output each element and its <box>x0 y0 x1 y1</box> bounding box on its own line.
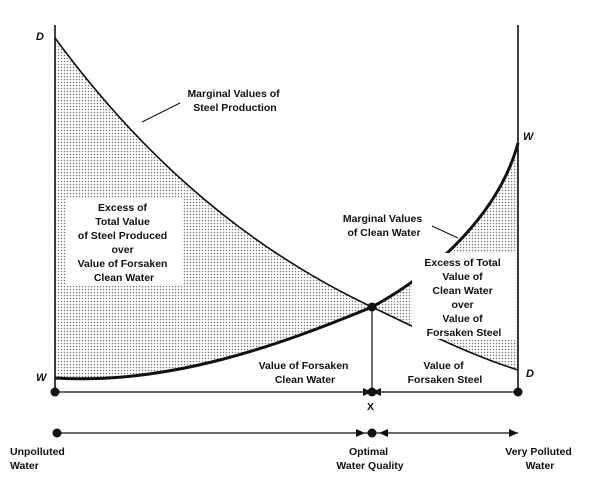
forsaken-clean-water-label: Value of Forsaken Clean Water <box>259 360 352 386</box>
upper-axis-mid-dot <box>367 387 377 397</box>
lower-axis-arrow-right <box>379 429 388 437</box>
water-curve-start-label: W <box>36 372 48 384</box>
upper-axis-right-dot <box>513 387 523 397</box>
left-excess-label: Excess of Total Value of Steel Produced … <box>78 202 171 284</box>
right-excess-label-box <box>412 253 516 339</box>
lower-axis-left-dot <box>52 428 62 438</box>
steel-label-leader <box>141 102 181 123</box>
lower-axis-arrow-left <box>356 429 365 437</box>
steel-curve-end-label: D <box>526 368 534 380</box>
forsaken-steel-label: Value of Forsaken Steel <box>408 360 483 386</box>
water-label-leader <box>431 225 459 239</box>
optimum-marker-label: X <box>367 401 374 413</box>
unpolluted-water-label: Unpolluted Water <box>10 446 68 472</box>
optimal-water-quality-label: Optimal Water Quality <box>336 446 403 472</box>
steel-curve-label: Marginal Values of Steel Production <box>187 88 282 114</box>
steel-curve-start-label: D <box>36 31 44 43</box>
left-excess-shaded-region <box>55 38 372 379</box>
very-polluted-water-label: Very Polluted Water <box>505 446 574 472</box>
left-excess-label-box <box>66 198 182 286</box>
water-curve-label: Marginal Values of Clean Water <box>343 213 425 239</box>
lower-axis-arrow-end <box>509 429 518 437</box>
lower-axis-mid-dot <box>367 428 377 438</box>
upper-axis-left-dot <box>50 387 60 397</box>
optimum-intersection-point <box>367 302 377 312</box>
water-curve-end-label: W <box>523 131 535 143</box>
water-marginal-value-curve <box>54 142 520 381</box>
right-excess-label: Excess of Total Value of Clean Water ove… <box>424 257 503 339</box>
steel-marginal-value-curve <box>54 37 519 371</box>
